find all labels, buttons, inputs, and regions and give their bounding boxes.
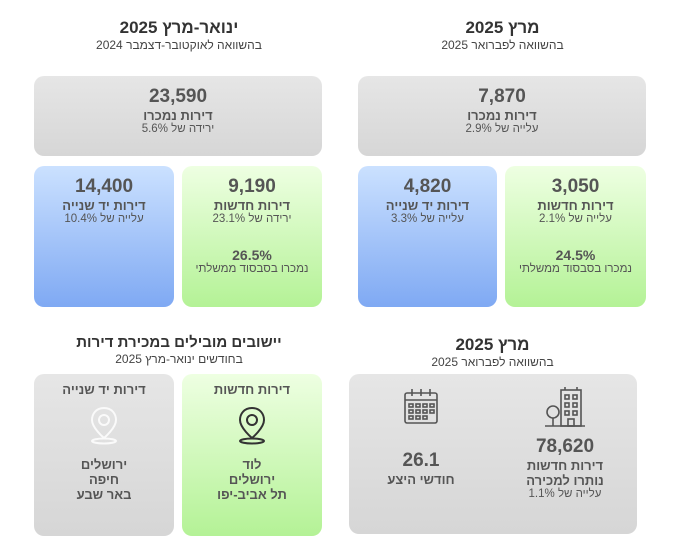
towns-second-hand-list: ירושלים חיפה באר שבע	[34, 457, 174, 502]
second-hand-value: 4,820	[403, 176, 452, 197]
towns-new-label: דירות חדשות	[213, 382, 291, 397]
subsidy-share: 26.5%	[232, 247, 272, 263]
new-value: 9,190	[228, 176, 276, 197]
supply-label: חודשי היצע	[387, 472, 455, 487]
list-item: ירושלים	[80, 457, 128, 472]
card-new-quarter: 9,190 דירות חדשות ירידה של 23.1% 26.5% נ…	[182, 166, 322, 307]
section-header-quarter: ינואר-מרץ 2025 בהשוואה לאוקטובר-דצמבר 20…	[35, 18, 323, 53]
card-sold-quarter: 23,590 דירות נמכרו ירידה של 5.6%	[34, 76, 322, 156]
section-subtitle: בהשוואה לפברואר 2025	[441, 38, 564, 53]
sold-change: ירידה של 5.6%	[141, 123, 215, 135]
sold-value: 23,590	[148, 86, 208, 107]
second-hand-label: דירות יד שנייה	[62, 198, 146, 213]
card-towns-new: דירות חדשות לוד ירושלים תל אביב-יפו	[182, 374, 322, 536]
location-pin-icon	[182, 405, 322, 445]
section-subtitle: בהשוואה לאוקטובר-דצמבר 2024	[96, 38, 262, 53]
subsidy-label: נמכרו בסבסוד ממשלתי	[195, 263, 309, 275]
list-item: לוד	[242, 457, 262, 472]
new-change: ירידה של 23.1%	[212, 213, 292, 225]
list-item: ירושלים	[228, 472, 276, 487]
list-item: תל אביב-יפו	[217, 487, 287, 502]
supply-block: 26.1 חודשי היצע	[349, 386, 493, 487]
new-change: עלייה של 2.1%	[539, 213, 612, 225]
building-icon	[493, 386, 637, 430]
second-hand-change: עלייה של 10.4%	[64, 213, 144, 225]
new-value: 3,050	[551, 176, 600, 197]
card-second-hand-quarter: 14,400 דירות יד שנייה עלייה של 10.4%	[34, 166, 174, 307]
card-towns-second-hand: דירות יד שנייה ירושלים חיפה באר שבע	[34, 374, 174, 536]
list-item: חיפה	[88, 472, 120, 487]
unsold-change: עלייה של 1.1%	[528, 488, 602, 500]
card-second-hand-march: 4,820 דירות יד שנייה עלייה של 3.3%	[358, 166, 497, 307]
subsidy-label: נמכרו בסבסוד ממשלתי	[519, 263, 632, 275]
list-item: באר שבע	[76, 487, 132, 502]
new-label: דירות חדשות	[213, 198, 291, 213]
subsidy-share: 24.5%	[555, 247, 596, 263]
unsold-block: 78,620 דירות חדשות נותרו למכירה עלייה של…	[493, 386, 637, 500]
card-inventory: 78,620 דירות חדשות נותרו למכירה עלייה של…	[349, 374, 637, 534]
second-hand-value: 14,400	[74, 176, 134, 197]
section-header-towns: יישובים מובילים במכירת דירות בחודשים ינו…	[34, 334, 324, 366]
section-subtitle: בהשוואה לפברואר 2025	[431, 355, 554, 370]
section-title: יישובים מובילים במכירת דירות	[76, 334, 282, 351]
unsold-label-line1: דירות חדשות	[526, 458, 604, 473]
section-title: מרץ 2025	[465, 18, 540, 37]
section-header-inventory: מרץ 2025 בהשוואה לפברואר 2025	[350, 335, 635, 370]
sold-label: דירות נמכרו	[467, 108, 537, 123]
section-title: מרץ 2025	[455, 335, 530, 354]
section-header-march: מרץ 2025 בהשוואה לפברואר 2025	[360, 18, 645, 53]
unsold-value: 78,620	[535, 436, 595, 457]
sold-label: דירות נמכרו	[143, 108, 213, 123]
section-subtitle: בחודשים ינואר-מרץ 2025	[115, 352, 243, 366]
calendar-icon	[349, 386, 493, 426]
second-hand-label: דירות יד שנייה	[385, 198, 470, 213]
sold-value: 7,870	[478, 86, 526, 107]
location-pin-icon	[34, 405, 174, 445]
supply-value: 26.1	[402, 450, 440, 471]
sold-change: עלייה של 2.9%	[465, 123, 539, 135]
card-sold-march: 7,870 דירות נמכרו עלייה של 2.9%	[358, 76, 646, 156]
unsold-label-line2: נותרו למכירה	[526, 473, 604, 488]
towns-second-hand-label: דירות יד שנייה	[62, 382, 146, 397]
section-title: ינואר-מרץ 2025	[119, 18, 239, 37]
new-label: דירות חדשות	[537, 198, 614, 213]
card-new-march: 3,050 דירות חדשות עלייה של 2.1% 24.5% נמ…	[505, 166, 646, 307]
towns-new-list: לוד ירושלים תל אביב-יפו	[182, 457, 322, 502]
second-hand-change: עלייה של 3.3%	[391, 213, 464, 225]
